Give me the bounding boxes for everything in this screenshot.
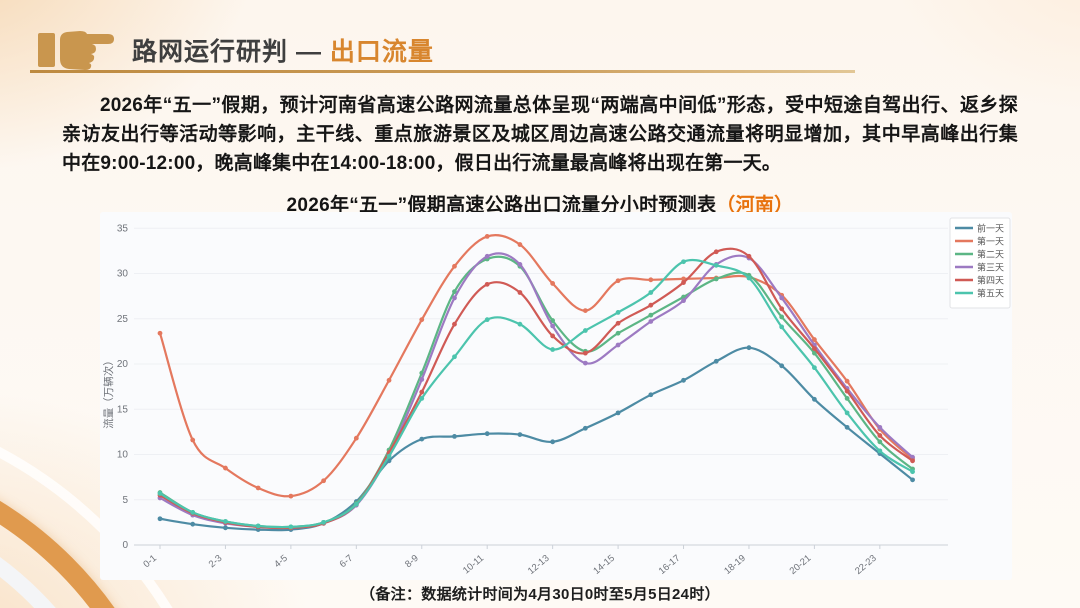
chart-caption: 2026年“五一”假期高速公路出口流量分小时预测表（河南）	[0, 190, 1080, 217]
pointing-hand-icon	[36, 26, 118, 77]
svg-text:第三天: 第三天	[977, 262, 1004, 273]
svg-text:5: 5	[122, 495, 128, 506]
svg-text:25: 25	[117, 314, 129, 325]
exit-flow-chart: 0 5 10 15 20 25 30 35 0-1 2-3 4-5 6-7 8-9 10-11 12-13 1…	[102, 217, 1011, 577]
svg-text:流量（万辆次）: 流量（万辆次）	[102, 355, 115, 429]
svg-text:10: 10	[117, 450, 129, 461]
svg-text:第二天: 第二天	[977, 249, 1004, 260]
svg-text:16-17: 16-17	[657, 553, 683, 577]
series-第二天	[157, 255, 915, 530]
svg-text:第四天: 第四天	[977, 275, 1004, 286]
svg-text:10-11: 10-11	[461, 553, 486, 577]
svg-text:18-19: 18-19	[722, 553, 748, 577]
svg-text:35: 35	[117, 223, 129, 234]
series-第三天	[157, 252, 915, 531]
svg-text:2-3: 2-3	[207, 553, 225, 570]
svg-text:4-5: 4-5	[272, 553, 290, 570]
chart-caption-region: （河南）	[716, 195, 794, 216]
svg-text:20: 20	[117, 359, 129, 370]
chart-caption-main: 2026年“五一”假期高速公路出口流量分小时预测表	[286, 195, 717, 216]
svg-text:12-13: 12-13	[526, 553, 552, 577]
svg-text:22-23: 22-23	[853, 553, 879, 577]
svg-text:30: 30	[117, 269, 129, 280]
svg-text:0: 0	[122, 540, 128, 551]
page-title-accent: 出口流量	[329, 38, 434, 66]
svg-text:15: 15	[117, 404, 129, 415]
footnote: （备注：数据统计时间为4月30日0时至5月5日24时）	[360, 586, 720, 603]
svg-text:0-1: 0-1	[141, 553, 159, 570]
series-前一天	[157, 345, 915, 533]
page-title-main: 路网运行研判 —	[132, 38, 322, 66]
svg-text:14-15: 14-15	[591, 553, 617, 577]
series-第五天	[157, 258, 915, 530]
svg-text:8-9: 8-9	[403, 553, 421, 570]
title-underline	[30, 70, 855, 73]
svg-text:第一天: 第一天	[977, 236, 1004, 247]
svg-text:20-21: 20-21	[788, 553, 814, 577]
chart-card: 0 5 10 15 20 25 30 35 0-1 2-3 4-5 6-7 8-9 10-11 12-13 1…	[100, 212, 1012, 580]
svg-text:前一天: 前一天	[977, 223, 1004, 234]
svg-text:6-7: 6-7	[338, 553, 356, 570]
summary-paragraph: 2026年“五一”假期，预计河南省高速公路网流量总体呈现“两端高中间低”形态，受…	[62, 95, 1018, 174]
svg-text:第五天: 第五天	[977, 288, 1004, 299]
page-title: 路网运行研判 — 出口流量	[132, 32, 434, 68]
